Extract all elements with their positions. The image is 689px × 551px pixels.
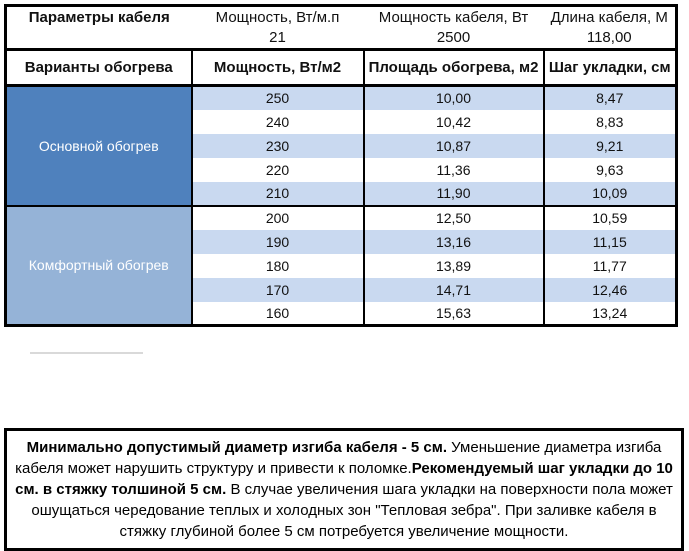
section-label-comfort: Комфортный обогрев bbox=[5, 204, 192, 326]
cell-step: 13,24 bbox=[542, 301, 677, 326]
cell-power: 240 bbox=[190, 109, 364, 134]
header-step: Шаг укладки, см bbox=[542, 48, 677, 87]
value-power-per-m: 21 bbox=[269, 29, 286, 47]
table-row: 190 13,16 11,15 bbox=[6, 229, 677, 254]
params-title: Параметры кабеля bbox=[28, 8, 170, 26]
cable-params-value-row: 21 2500 118,00 bbox=[6, 28, 677, 50]
cell-area: 11,36 bbox=[362, 157, 544, 182]
cell-area: 15,63 bbox=[362, 301, 544, 326]
cell-power: 200 bbox=[190, 204, 364, 230]
cell-area: 14,71 bbox=[362, 277, 544, 302]
cell-power: 170 bbox=[190, 277, 364, 302]
label-power-per-m: Мощность, Вт/м.п bbox=[215, 8, 340, 26]
cell-power: 180 bbox=[190, 253, 364, 278]
cell-power: 160 bbox=[190, 301, 364, 326]
section-label-primary: Основной обогрев bbox=[5, 85, 192, 206]
cell-step: 8,83 bbox=[542, 109, 677, 134]
cell-area: 13,89 bbox=[362, 253, 544, 278]
cell-power: 210 bbox=[190, 181, 364, 206]
value-cable-power: 2500 bbox=[436, 29, 471, 47]
cell-power: 220 bbox=[190, 157, 364, 182]
note-box: Минимально допустимый диаметр изгиба каб… bbox=[4, 428, 684, 551]
cell-area: 12,50 bbox=[362, 204, 544, 230]
cell-area: 11,90 bbox=[362, 181, 544, 206]
cell-step: 10,59 bbox=[542, 204, 677, 230]
heating-cable-table: Параметры кабеля Мощность, Вт/м.п Мощнос… bbox=[4, 4, 678, 327]
cell-power: 250 bbox=[190, 85, 364, 110]
cell-power: 230 bbox=[190, 133, 364, 158]
table-row: 230 10,87 9,21 bbox=[6, 133, 677, 158]
header-area: Площадь обогрева, м2 bbox=[362, 48, 544, 87]
label-cable-length: Длина кабеля, М bbox=[550, 8, 668, 26]
cell-step: 11,15 bbox=[542, 229, 677, 254]
cell-step: 9,63 bbox=[542, 157, 677, 182]
cell-power: 190 bbox=[190, 229, 364, 254]
divider-line bbox=[30, 352, 143, 354]
note-segment: Минимально допустимый диаметр изгиба каб… bbox=[26, 439, 448, 456]
label-cable-power: Мощность кабеля, Вт bbox=[378, 8, 529, 26]
note-segment: Рекомендуемый шаг укладки до 10 см. в ст… bbox=[15, 460, 673, 498]
table-row: Основной обогрев 250 10,00 8,47 bbox=[5, 85, 677, 206]
empty-cell bbox=[6, 28, 192, 50]
cell-area: 10,00 bbox=[362, 85, 544, 110]
table-row: 240 10,42 8,83 bbox=[6, 109, 677, 134]
table-row: 180 13,89 11,77 bbox=[6, 253, 677, 278]
note-segment: Уменьшение диаметра изгиба кабеля может … bbox=[15, 439, 662, 477]
cell-step: 10,09 bbox=[542, 181, 677, 206]
cell-step: 11,77 bbox=[542, 253, 677, 278]
note-segment: В случае увеличения шага укладки на пове… bbox=[31, 481, 673, 540]
cell-area: 10,87 bbox=[362, 133, 544, 158]
cell-area: 10,42 bbox=[362, 109, 544, 134]
table-row: Комфортный обогрев 200 12,50 10,59 bbox=[5, 204, 677, 326]
table-row: 160 15,63 13,24 bbox=[6, 301, 677, 326]
header-variants: Варианты обогрева bbox=[4, 48, 192, 87]
table-row: 210 11,90 10,09 bbox=[6, 181, 677, 206]
cell-area: 13,16 bbox=[362, 229, 544, 254]
value-cable-length: 118,00 bbox=[586, 29, 632, 47]
table-row: 170 14,71 12,46 bbox=[6, 277, 677, 302]
cell-step: 12,46 bbox=[542, 277, 677, 302]
table-row: 220 11,36 9,63 bbox=[6, 157, 677, 182]
column-header-row: Варианты обогрева Мощность, Вт/м2 Площад… bbox=[4, 48, 677, 87]
cell-step: 9,21 bbox=[542, 133, 677, 158]
note-text: Минимально допустимый диаметр изгиба каб… bbox=[15, 437, 673, 542]
cell-step: 8,47 bbox=[542, 85, 677, 110]
header-power: Мощность, Вт/м2 bbox=[190, 48, 364, 87]
cable-params-header-row: Параметры кабеля Мощность, Вт/м.п Мощнос… bbox=[6, 6, 677, 28]
